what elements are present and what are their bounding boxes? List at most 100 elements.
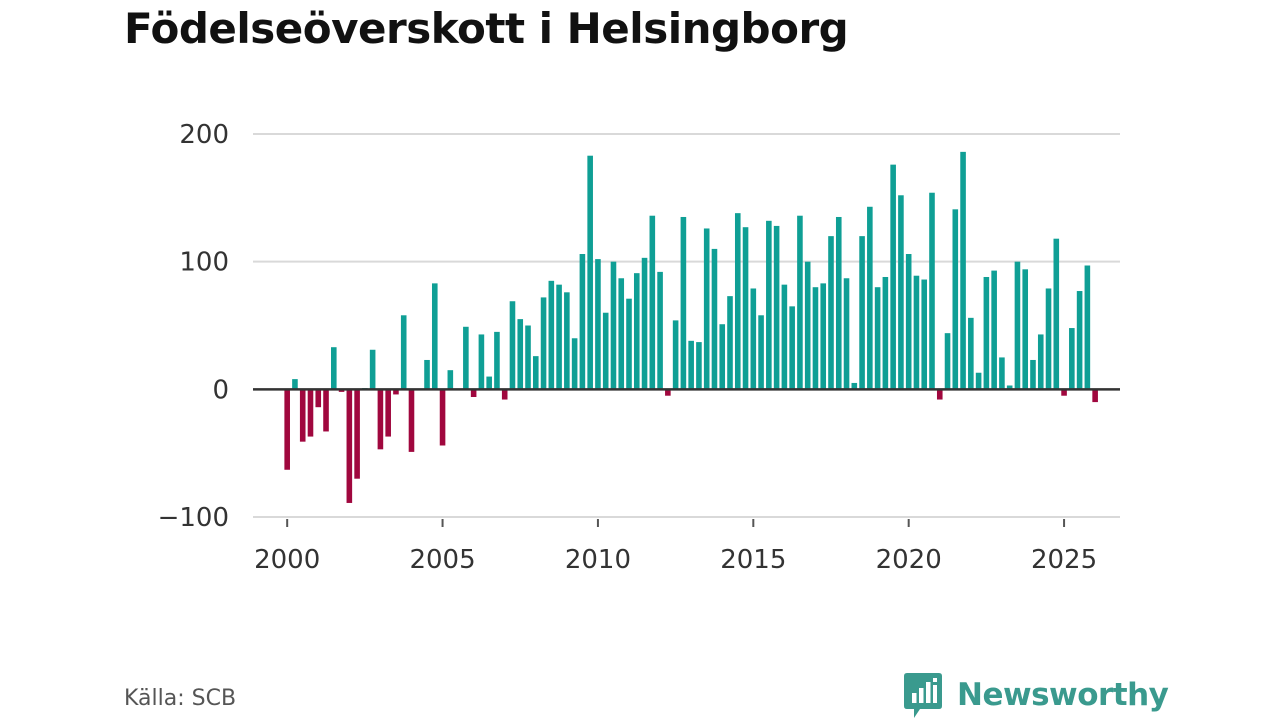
bar — [393, 389, 399, 395]
bar — [913, 275, 920, 390]
bar — [921, 279, 928, 390]
bar — [1061, 389, 1067, 396]
bar — [929, 192, 935, 390]
bar — [408, 389, 415, 452]
bar — [377, 389, 384, 450]
bar — [734, 213, 741, 390]
bar — [1092, 389, 1098, 403]
bar — [859, 236, 865, 390]
bar — [323, 389, 329, 432]
bar — [385, 389, 391, 437]
bar — [564, 292, 570, 390]
bar — [843, 278, 850, 390]
bar — [556, 284, 562, 390]
bar — [463, 326, 469, 390]
x-tick-label: 2010 — [565, 545, 631, 575]
bar — [649, 215, 656, 390]
y-tick-label: −100 — [158, 503, 229, 533]
bar — [867, 206, 873, 390]
bar — [758, 315, 764, 390]
bar — [540, 297, 547, 390]
bar — [1084, 265, 1091, 390]
bar — [944, 333, 951, 390]
bar — [595, 259, 601, 390]
x-tick-label: 2020 — [876, 545, 942, 575]
bar — [532, 356, 539, 390]
bar — [1045, 288, 1052, 390]
bar — [369, 349, 376, 390]
bar — [315, 389, 322, 408]
bar — [1030, 359, 1036, 390]
bar — [548, 280, 555, 390]
bar — [299, 389, 306, 442]
bar — [447, 370, 454, 390]
brand-name: Newsworthy — [957, 677, 1169, 713]
y-tick-label: 0 — [212, 375, 229, 405]
bar — [952, 209, 959, 390]
bar — [703, 228, 710, 390]
y-axis-tick-labels: −100 0 100 200 — [158, 120, 229, 533]
bar — [439, 389, 446, 446]
bar — [719, 324, 726, 390]
bar — [835, 216, 842, 390]
bar — [1069, 328, 1075, 390]
bar — [587, 155, 593, 390]
x-tick-label: 2005 — [409, 545, 475, 575]
bar — [999, 357, 1005, 390]
bar — [820, 283, 827, 390]
bar — [657, 271, 663, 390]
bar — [797, 215, 803, 390]
bar — [960, 151, 966, 390]
bar — [1014, 261, 1021, 390]
bar — [400, 315, 407, 390]
bar — [812, 287, 819, 390]
bar — [680, 216, 687, 390]
bar — [346, 389, 353, 503]
bar — [727, 296, 733, 390]
bar — [331, 347, 337, 390]
bar — [750, 288, 757, 390]
bar — [1022, 269, 1029, 390]
bar — [1006, 385, 1013, 390]
bar — [882, 276, 889, 390]
bar — [665, 389, 671, 396]
bar — [851, 382, 858, 390]
bar — [1053, 238, 1060, 390]
y-tick-label: 200 — [179, 120, 229, 150]
bar — [975, 372, 982, 390]
bars — [253, 151, 1120, 503]
bar — [1037, 334, 1044, 390]
bar — [874, 287, 881, 390]
bar — [501, 389, 508, 400]
bar — [696, 342, 702, 390]
bar — [742, 227, 749, 390]
bar — [898, 195, 904, 390]
bar — [641, 257, 648, 390]
bar — [688, 340, 694, 390]
source-note: Källa: SCB — [124, 686, 237, 711]
bar — [431, 283, 438, 390]
y-tick-label: 100 — [179, 248, 229, 278]
chart-title: Födelseöverskott i Helsingborg — [124, 4, 849, 53]
bar — [618, 278, 625, 390]
x-tick-label: 2025 — [1031, 545, 1097, 575]
bar — [307, 389, 314, 437]
bar — [1076, 291, 1083, 390]
bar — [968, 317, 974, 390]
bar — [470, 389, 477, 397]
bar — [828, 236, 834, 390]
bar — [292, 379, 298, 390]
bar — [936, 389, 943, 400]
bar — [766, 220, 772, 390]
x-tick-label: 2015 — [720, 545, 786, 575]
brand-logo: Newsworthy — [903, 670, 1169, 720]
bar-chart-speech-bubble-icon — [904, 673, 942, 718]
bar — [804, 261, 811, 390]
bar — [509, 301, 516, 390]
bar — [354, 389, 360, 479]
bar — [486, 376, 492, 390]
bar — [610, 261, 617, 390]
bar — [478, 334, 485, 390]
bar — [991, 270, 997, 390]
